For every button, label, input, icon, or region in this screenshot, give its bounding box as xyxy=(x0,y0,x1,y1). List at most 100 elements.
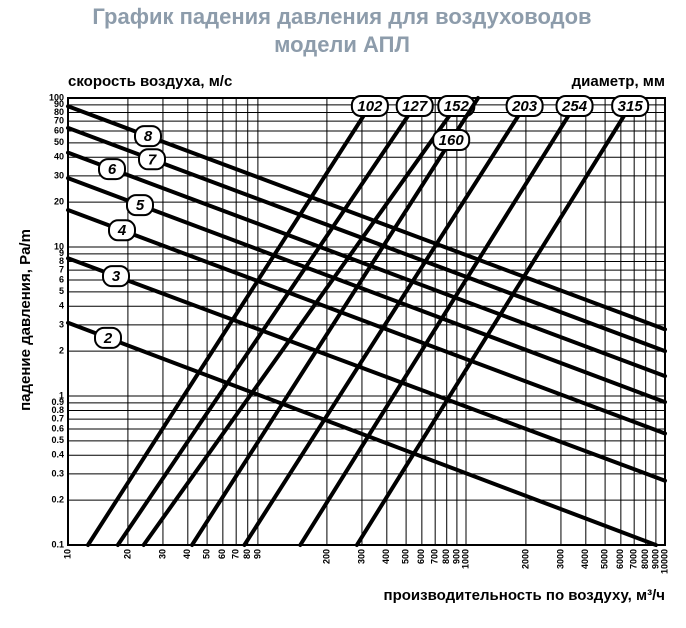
pressure-line xyxy=(141,96,465,547)
x-tick-label: 6000 xyxy=(615,549,625,569)
y-tick-label: 80 xyxy=(54,107,64,117)
x-tick-label: 500 xyxy=(400,549,410,564)
line-label-box xyxy=(98,158,126,181)
x-tick-label: 4000 xyxy=(580,549,590,569)
x-axis-label: производительность по воздуху, м³/ч xyxy=(384,587,665,604)
y-tick-label: 20 xyxy=(54,197,64,207)
line-label: 4 xyxy=(117,222,127,239)
pressure-line xyxy=(66,150,667,379)
line-label: 203 xyxy=(511,98,538,115)
x-tick-label: 7000 xyxy=(629,549,639,569)
y-tick-label: 5 xyxy=(59,286,64,296)
line-label: 5 xyxy=(136,197,145,214)
y-tick-label: 100 xyxy=(49,92,64,102)
x-tick-label: 2000 xyxy=(520,549,530,569)
y-tick-label: 2 xyxy=(59,346,64,356)
x-tick-label: 400 xyxy=(381,549,391,564)
line-label-box xyxy=(134,125,162,148)
line-label: 254 xyxy=(561,98,588,115)
line-label-box xyxy=(505,95,544,117)
x-tick-label: 5000 xyxy=(599,549,609,569)
y-tick-label: 50 xyxy=(54,137,64,147)
x-tick-label: 9000 xyxy=(650,549,660,569)
y-tick-label: 3 xyxy=(59,319,64,329)
line-label-box xyxy=(126,194,154,217)
line-label: 127 xyxy=(402,98,428,115)
y-tick-label: 0.6 xyxy=(51,423,64,433)
line-label-box xyxy=(350,95,389,117)
line-label-box xyxy=(611,95,650,117)
y-tick-label: 8 xyxy=(59,256,64,266)
x-tick-label: 600 xyxy=(416,549,426,564)
line-label: 3 xyxy=(112,268,121,285)
pressure-line xyxy=(66,104,667,332)
x-tick-label: 40 xyxy=(182,549,192,559)
y-tick-label: 90 xyxy=(54,99,64,109)
pressure-line xyxy=(190,96,481,547)
line-label: 102 xyxy=(357,98,383,115)
x-tick-label: 800 xyxy=(441,549,451,564)
y-tick-label: 0.3 xyxy=(51,468,64,478)
y-tick-label: 9 xyxy=(59,248,64,258)
x-tick-label: 70 xyxy=(231,549,241,559)
y-tick-label: 4 xyxy=(59,301,64,311)
line-label: 160 xyxy=(439,132,465,149)
pressure-line xyxy=(66,256,667,483)
line-label-box xyxy=(395,95,434,117)
pressure-line xyxy=(66,176,667,405)
pressure-line xyxy=(298,96,582,547)
pressure-line xyxy=(66,320,658,547)
x-tick-label: 50 xyxy=(201,549,211,559)
x-tick-label: 90 xyxy=(252,549,262,559)
pressure-line xyxy=(66,208,667,436)
line-label: 315 xyxy=(618,98,644,115)
chart-title: График падения давления для воздуховодов xyxy=(92,4,591,29)
x-tick-label: 700 xyxy=(430,549,440,564)
y-tick-label: 10 xyxy=(54,241,64,251)
y-tick-label: 0.8 xyxy=(51,405,64,415)
line-label-box xyxy=(555,95,594,117)
x-tick-label: 900 xyxy=(451,549,461,564)
y-tick-label: 40 xyxy=(54,152,64,162)
line-label-box xyxy=(94,326,122,349)
y-tick-label: 30 xyxy=(54,170,64,180)
y-tick-label: 1 xyxy=(59,390,64,400)
chart-title: модели АПЛ xyxy=(274,32,410,57)
y-tick-label: 7 xyxy=(59,264,64,274)
y-tick-label: 70 xyxy=(54,115,64,125)
diameter-label: диаметр, мм xyxy=(572,73,665,90)
line-label: 152 xyxy=(444,98,470,115)
x-tick-label: 10 xyxy=(62,549,72,559)
y-tick-label: 6 xyxy=(59,274,64,284)
line-label: 7 xyxy=(148,151,157,168)
pressure-line xyxy=(115,96,423,547)
pressure-line xyxy=(66,125,667,354)
x-tick-label: 1000 xyxy=(460,549,470,569)
line-label-box xyxy=(138,148,166,171)
pressure-line xyxy=(85,96,378,547)
x-tick-label: 80 xyxy=(242,549,252,559)
y-tick-label: 0.4 xyxy=(51,450,64,460)
x-tick-label: 200 xyxy=(321,549,331,564)
x-tick-label: 10000 xyxy=(659,549,669,574)
line-label-box xyxy=(102,265,130,288)
line-label: 8 xyxy=(144,128,153,145)
y-tick-label: 60 xyxy=(54,125,64,135)
y-tick-label: 0.7 xyxy=(51,413,64,423)
line-label-box xyxy=(108,219,136,242)
line-label: 6 xyxy=(108,161,117,178)
x-tick-label: 3000 xyxy=(555,549,565,569)
y-tick-label: 0.9 xyxy=(51,397,64,407)
y-tick-label: 0.2 xyxy=(51,495,64,505)
x-tick-label: 20 xyxy=(122,549,132,559)
velocity-label: скорость воздуха, м/с xyxy=(68,73,232,90)
pressure-line xyxy=(242,96,532,547)
x-tick-label: 60 xyxy=(217,549,227,559)
y-axis-label: падение давления, Pa/m xyxy=(17,229,34,411)
x-tick-label: 300 xyxy=(356,549,366,564)
pressure-line xyxy=(354,96,638,547)
x-tick-label: 8000 xyxy=(640,549,650,569)
line-label: 2 xyxy=(103,330,113,347)
line-label-box xyxy=(432,129,471,151)
